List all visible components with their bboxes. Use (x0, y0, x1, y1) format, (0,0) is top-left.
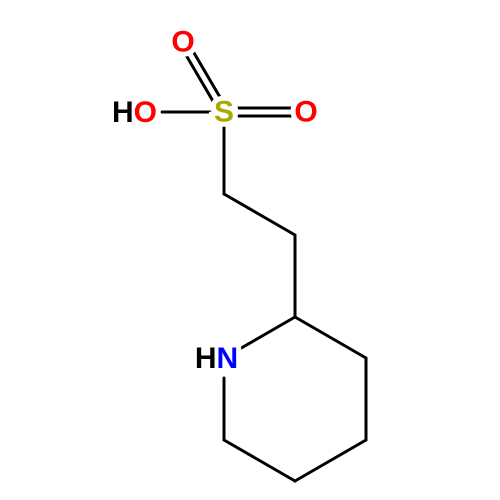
bonds-layer (162, 52, 366, 481)
molecule-structure: SSOOOOHOHOHNHN (0, 0, 500, 500)
atom-O2: O (294, 96, 317, 129)
bond-line (224, 194, 295, 235)
bond-line (224, 440, 295, 481)
atom-O1: O (171, 26, 194, 59)
bond-line (241, 317, 295, 348)
atom-O3: HO (112, 96, 157, 129)
atom-S: S (214, 96, 234, 129)
bond-line (295, 317, 366, 358)
bond-line (295, 440, 366, 481)
atom-N: HN (195, 342, 238, 375)
